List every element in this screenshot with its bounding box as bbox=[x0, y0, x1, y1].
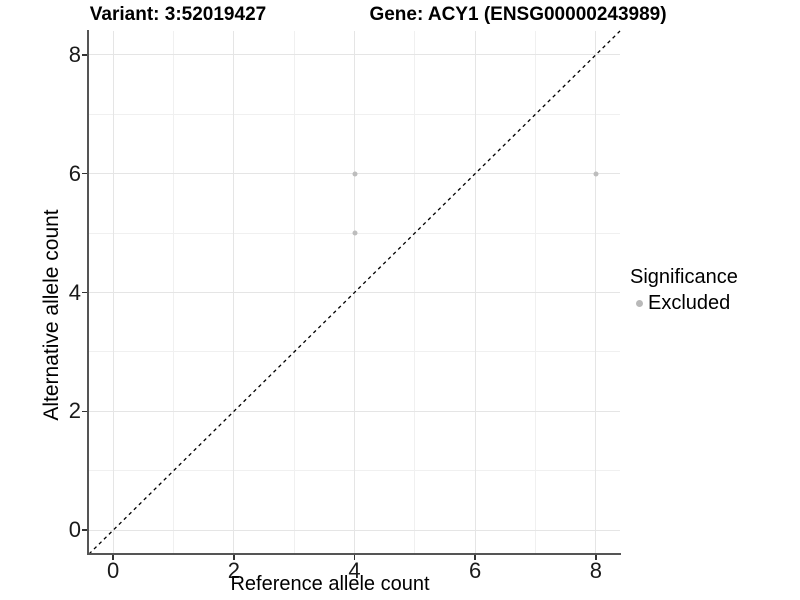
y-tick-label: 2 bbox=[68, 398, 81, 424]
data-point bbox=[593, 171, 599, 177]
x-tick-mark bbox=[353, 555, 356, 560]
y-tick-mark bbox=[82, 172, 87, 175]
x-tick-label: 8 bbox=[589, 558, 602, 583]
x-tick-label: 2 bbox=[227, 558, 240, 583]
legend: Significance Excluded bbox=[630, 264, 800, 315]
y-axis-label: Alternative allele count bbox=[40, 209, 63, 421]
x-tick-mark bbox=[233, 555, 235, 560]
legend-item-label: Excluded bbox=[648, 292, 731, 314]
y-tick-label: 8 bbox=[68, 41, 81, 67]
x-axis-label: Reference allele count bbox=[230, 573, 430, 595]
y-major-gridline bbox=[89, 410, 620, 412]
plot-title-gene: Gene: ACY1 (ENSG00000243989) bbox=[369, 4, 667, 25]
y-tick-mark bbox=[82, 54, 87, 56]
x-tick-mark bbox=[112, 555, 114, 560]
y-tick-label: 4 bbox=[68, 279, 81, 305]
x-axis-line bbox=[87, 553, 621, 555]
identity-line bbox=[88, 30, 621, 555]
y-major-gridline bbox=[89, 54, 620, 56]
plot-panel bbox=[88, 30, 621, 555]
x-tick-mark bbox=[595, 555, 597, 560]
y-major-gridline bbox=[89, 529, 620, 531]
legend-title: Significance bbox=[630, 266, 738, 288]
x-tick-label: 4 bbox=[348, 558, 361, 583]
legend-items: Excluded bbox=[630, 291, 800, 315]
y-tick-mark bbox=[82, 529, 87, 531]
legend-key bbox=[630, 293, 648, 313]
y-tick-label: 6 bbox=[68, 160, 81, 186]
plot-title-variant: Variant: 3:52019427 bbox=[89, 4, 267, 25]
y-tick-mark bbox=[82, 291, 87, 294]
legend-point-icon bbox=[635, 299, 643, 307]
x-tick-mark bbox=[474, 555, 476, 560]
x-tick-label: 0 bbox=[107, 558, 120, 583]
x-tick-label: 6 bbox=[469, 558, 482, 583]
y-axis-line bbox=[87, 30, 89, 555]
data-point bbox=[352, 171, 357, 177]
y-tick-mark bbox=[82, 410, 87, 413]
legend-item: Excluded bbox=[630, 291, 800, 315]
data-point bbox=[352, 230, 357, 236]
y-tick-label: 0 bbox=[68, 517, 81, 543]
